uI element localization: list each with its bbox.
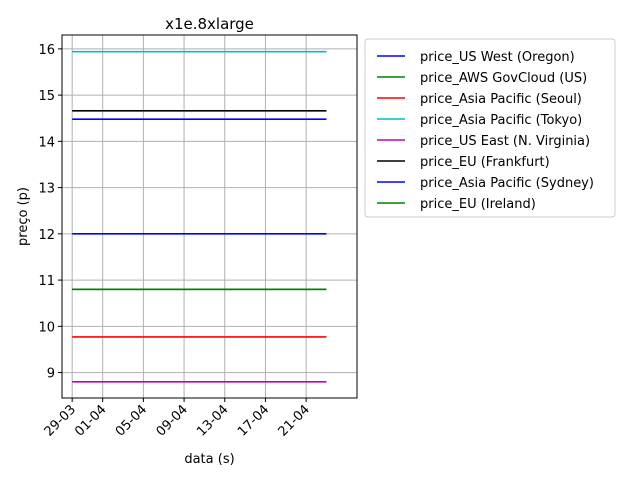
y-tick-label: 10: [38, 320, 55, 335]
legend-label: price_Asia Pacific (Tokyo): [420, 113, 582, 128]
grid: [62, 35, 357, 398]
legend-label: price_US West (Oregon): [420, 50, 575, 65]
x-tick-label: 21-04: [276, 402, 313, 439]
x-tick-label: 13-04: [194, 402, 231, 439]
x-tick-label: 29-03: [42, 402, 79, 439]
legend-label: price_Asia Pacific (Sydney): [420, 176, 594, 191]
x-tick-label: 17-04: [235, 402, 272, 439]
legend: price_US West (Oregon) price_AWS GovCloud…: [364, 38, 616, 218]
x-tick-label: 09-04: [154, 402, 191, 439]
y-tick-label: 11: [38, 274, 55, 289]
legend-label: price_Asia Pacific (Seoul): [420, 92, 582, 107]
plot-area-frame: [61, 34, 358, 399]
y-tick-label: 12: [38, 228, 55, 243]
legend-label: price_EU (Ireland): [420, 197, 536, 212]
legend-label: price_US East (N. Virginia): [420, 134, 590, 149]
y-axis-label: preço (p): [16, 187, 31, 246]
y-tick-label: 9: [47, 367, 55, 382]
y-tick-label: 16: [38, 43, 55, 58]
x-tick-label: 05-04: [113, 402, 150, 439]
y-tick-label: 13: [38, 182, 55, 197]
x-axis-label: data (s): [184, 452, 234, 467]
y-tick-label: 14: [38, 135, 55, 150]
legend-label: price_EU (Frankfurt): [420, 155, 550, 170]
chart-title: x1e.8xlarge: [165, 15, 254, 33]
legend-box: [364, 38, 616, 218]
series-lines: [72, 50, 327, 383]
legend-label: price_AWS GovCloud (US): [420, 71, 587, 86]
y-tick-label: 15: [38, 89, 55, 104]
x-tick-label: 01-04: [72, 402, 109, 439]
